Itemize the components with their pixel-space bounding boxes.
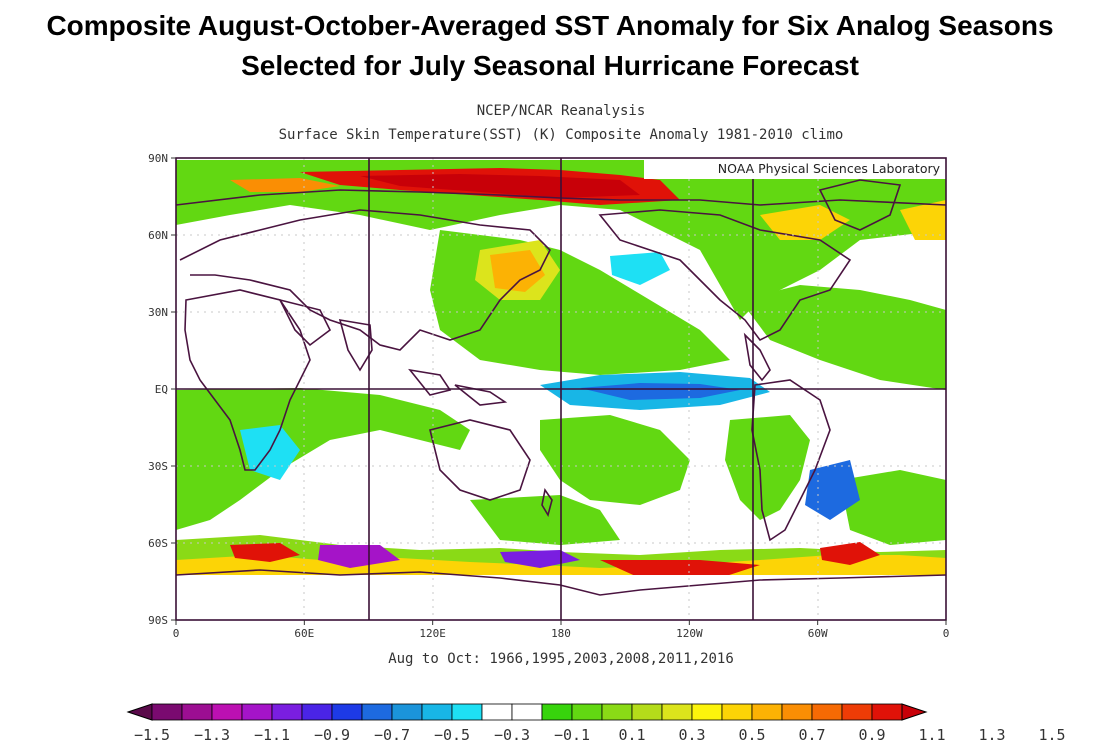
colorbar-swatch: [391, 703, 423, 721]
colorbar-swatch: [421, 703, 453, 721]
colorbar-label: 1.5: [1038, 726, 1065, 744]
colorbar-label: −0.3: [494, 726, 530, 744]
colorbar-label: −1.3: [194, 726, 230, 744]
lon-tick-label: 60W: [808, 627, 828, 640]
colorbar-label: 0.7: [798, 726, 825, 744]
colorbar-swatch: [661, 703, 693, 721]
title-line-2: Selected for July Seasonal Hurricane For…: [241, 50, 859, 81]
colorbar-label: 0.9: [858, 726, 885, 744]
colorbar-swatch: [691, 703, 723, 721]
colorbar-label: 0.1: [618, 726, 645, 744]
colorbar-label: 1.3: [978, 726, 1005, 744]
map-header-line-2: Surface Skin Temperature(SST) (K) Compos…: [279, 127, 844, 143]
colorbar-swatch: [631, 703, 663, 721]
colorbar-label: −0.9: [314, 726, 350, 744]
coastlines: [176, 179, 946, 596]
colorbar-label: −1.1: [254, 726, 290, 744]
lat-tick-label: EQ: [155, 383, 168, 396]
reference-lines: [176, 158, 946, 620]
lon-tick-label: 120W: [676, 627, 703, 640]
colorbar-swatch: [721, 703, 753, 721]
colorbar-swatch: [181, 703, 213, 721]
map-footer: Aug to Oct: 1966,1995,2003,2008,2011,201…: [388, 651, 734, 667]
lon-tick-label: 0: [943, 627, 950, 640]
colorbar-swatch: [841, 703, 873, 721]
lat-tick-label: 90S: [148, 614, 168, 627]
colorbar-swatch: [451, 703, 483, 721]
colorbar-arrow-high: [901, 703, 928, 721]
lat-tick-label: 90N: [148, 152, 168, 165]
colorbar-swatch: [601, 703, 633, 721]
lon-tick-label: 120E: [419, 627, 446, 640]
latitude-axis: 90N 60N 30N EQ 30S 60S 90S: [148, 152, 176, 627]
map-plot-area: NOAA Physical Sciences Laboratory: [176, 158, 946, 620]
colorbar-swatch: [751, 703, 783, 721]
lat-tick-label: 30N: [148, 306, 168, 319]
credit-text: NOAA Physical Sciences Laboratory: [718, 161, 941, 176]
colorbar-swatch: [481, 703, 513, 721]
main-title: Composite August-October-Averaged SST An…: [0, 6, 1100, 86]
colorbar: −1.5 −1.3 −1.1 −0.9 −0.7 −0.5 −0.3 −0.1 0.1 0.3 0.…: [126, 703, 1066, 744]
lat-tick-label: 30S: [148, 460, 168, 473]
lat-tick-label: 60S: [148, 537, 168, 550]
colorbar-arrow-low: [126, 703, 153, 721]
colorbar-swatch: [871, 703, 903, 721]
colorbar-label: 0.5: [738, 726, 765, 744]
title-line-1: Composite August-October-Averaged SST An…: [46, 10, 1054, 41]
longitude-axis: 0 60E 120E 180 120W 60W 0: [173, 620, 950, 640]
colorbar-swatch: [271, 703, 303, 721]
lat-tick-label: 60N: [148, 229, 168, 242]
map-header-line-1: NCEP/NCAR Reanalysis: [477, 103, 646, 119]
colorbar-swatch: [211, 703, 243, 721]
colorbar-swatch: [571, 703, 603, 721]
colorbar-swatch: [541, 703, 573, 721]
colorbar-label: −1.5: [134, 726, 170, 744]
colorbar-swatch: [811, 703, 843, 721]
colorbar-swatch: [241, 703, 273, 721]
lon-tick-label: 60E: [294, 627, 314, 640]
colorbar-label: −0.7: [374, 726, 410, 744]
credit-box: [644, 158, 946, 179]
colorbar-label: −0.1: [554, 726, 590, 744]
colorbar-label: −0.5: [434, 726, 470, 744]
lon-tick-label: 0: [173, 627, 180, 640]
colorbar-swatch: [361, 703, 393, 721]
colorbar-swatch: [781, 703, 813, 721]
colorbar-swatch: [151, 703, 183, 721]
colorbar-swatch: [511, 703, 543, 721]
colorbar-swatch: [331, 703, 363, 721]
lon-tick-label: 180: [551, 627, 571, 640]
colorbar-swatch: [301, 703, 333, 721]
colorbar-label: 0.3: [678, 726, 705, 744]
colorbar-label: 1.1: [918, 726, 945, 744]
